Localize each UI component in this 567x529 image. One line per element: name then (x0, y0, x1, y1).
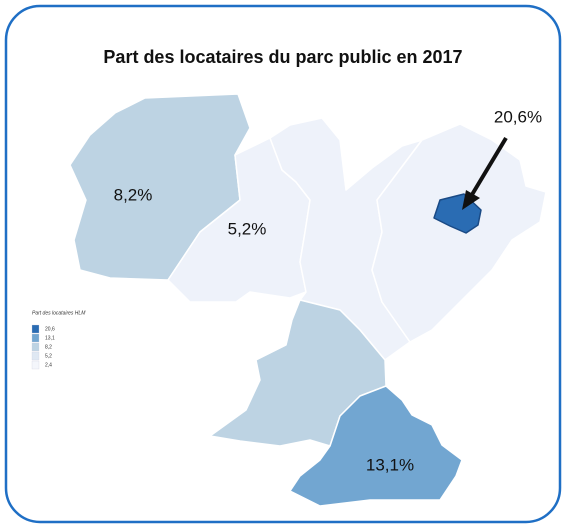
region (371, 123, 547, 343)
region (289, 385, 463, 507)
legend-swatch (31, 351, 40, 361)
legend-label: 5,2 (45, 353, 52, 359)
region-label: 20,6% (494, 107, 542, 126)
legend: 20,6 13,1 8,2 5,2 2,4 (31, 324, 55, 370)
legend-swatch (31, 324, 40, 334)
region (209, 299, 387, 447)
legend-label: 2,4 (45, 362, 52, 368)
legend-label: 13,1 (45, 335, 55, 341)
map-title: Part des locataires du parc public en 20… (103, 47, 462, 67)
region-label: 13,1% (366, 455, 414, 474)
legend-label: 20,6 (45, 326, 55, 332)
region-label: 8,2% (114, 185, 153, 204)
legend-swatch (31, 342, 40, 352)
arrow (468, 136, 508, 200)
legend-label: 8,2 (45, 344, 52, 350)
region (69, 93, 251, 281)
arrow-head (462, 190, 480, 210)
legend-swatch (31, 333, 40, 343)
legend-swatch (31, 360, 40, 370)
region-label: 5,2% (228, 219, 267, 238)
legend-title: Part des locataires HLM (32, 310, 86, 316)
